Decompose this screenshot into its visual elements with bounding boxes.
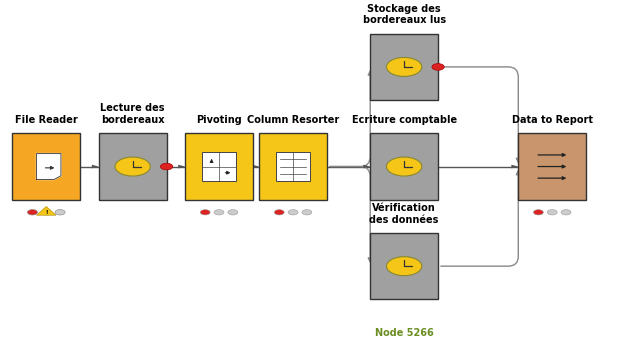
Circle shape xyxy=(55,210,65,215)
Text: Lecture des
bordereaux: Lecture des bordereaux xyxy=(101,103,165,125)
Circle shape xyxy=(547,210,557,215)
Polygon shape xyxy=(36,206,56,215)
Circle shape xyxy=(115,157,151,176)
Circle shape xyxy=(288,210,298,215)
Circle shape xyxy=(41,210,51,215)
Circle shape xyxy=(55,210,65,215)
Text: !: ! xyxy=(45,210,48,215)
Circle shape xyxy=(275,210,284,215)
FancyBboxPatch shape xyxy=(370,133,438,200)
Circle shape xyxy=(534,210,544,215)
Polygon shape xyxy=(252,165,259,168)
Circle shape xyxy=(386,257,422,276)
Circle shape xyxy=(386,157,422,176)
Text: Data to Report: Data to Report xyxy=(511,115,593,125)
FancyBboxPatch shape xyxy=(12,133,80,200)
Polygon shape xyxy=(363,165,370,168)
Circle shape xyxy=(432,64,444,70)
FancyBboxPatch shape xyxy=(99,133,167,200)
Circle shape xyxy=(28,210,38,215)
Circle shape xyxy=(302,210,312,215)
FancyBboxPatch shape xyxy=(276,152,310,181)
Text: Pivoting: Pivoting xyxy=(196,115,242,125)
Polygon shape xyxy=(178,165,185,168)
Polygon shape xyxy=(92,165,99,168)
Text: Vérification
des données: Vérification des données xyxy=(370,203,439,225)
Circle shape xyxy=(214,210,224,215)
FancyBboxPatch shape xyxy=(370,233,438,299)
Circle shape xyxy=(28,210,38,215)
Text: File Reader: File Reader xyxy=(15,115,78,125)
Polygon shape xyxy=(36,154,61,180)
Polygon shape xyxy=(511,165,518,168)
Text: Node 5266: Node 5266 xyxy=(375,327,434,338)
Circle shape xyxy=(561,210,571,215)
Circle shape xyxy=(201,210,210,215)
FancyBboxPatch shape xyxy=(518,133,586,200)
FancyBboxPatch shape xyxy=(202,152,236,181)
FancyBboxPatch shape xyxy=(185,133,253,200)
Text: Column Resorter: Column Resorter xyxy=(247,115,339,125)
FancyBboxPatch shape xyxy=(370,34,438,100)
FancyBboxPatch shape xyxy=(259,133,327,200)
Text: Stockage des
bordereaux lus: Stockage des bordereaux lus xyxy=(363,4,445,26)
Text: Ecriture comptable: Ecriture comptable xyxy=(352,115,457,125)
Circle shape xyxy=(386,57,422,76)
Circle shape xyxy=(160,163,173,170)
Circle shape xyxy=(228,210,238,215)
